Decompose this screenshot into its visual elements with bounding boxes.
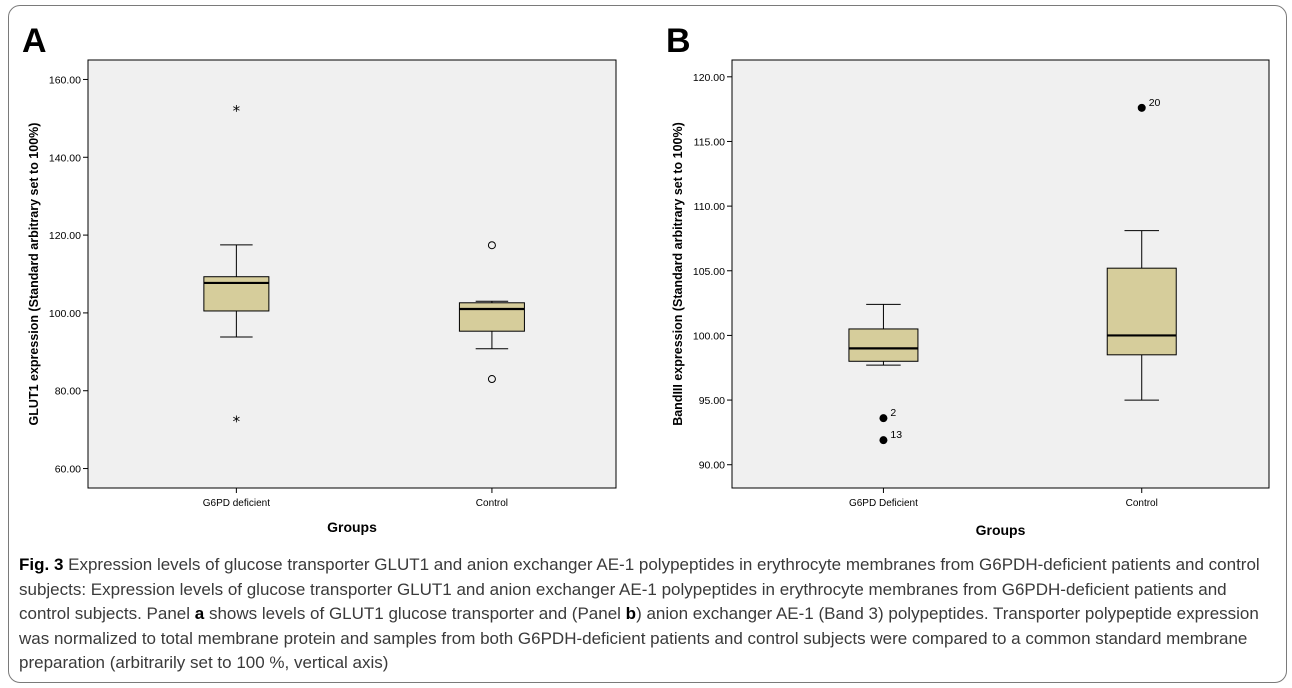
x-tick-label: Control — [476, 498, 508, 509]
caption-text-1: Expression levels of glucose transporter… — [19, 555, 1260, 623]
box-1: G6PD Deficient 2 13 — [848, 303, 919, 509]
y-tick-label: 90.00 — [699, 460, 725, 472]
caption-text-3: ) anion exchanger AE-1 (Band 3) polypept… — [19, 604, 1259, 672]
figure-frame — [8, 5, 1287, 683]
y-tick-label: 105.00 — [693, 266, 725, 278]
y-tick-label: 140.00 — [49, 152, 81, 164]
box-2: Control 20 — [1106, 97, 1177, 509]
y-tick-label: 80.00 — [55, 386, 81, 398]
outlier-circle — [487, 375, 496, 384]
x-tick-label: G6PD deficient — [203, 498, 270, 509]
y-tick-label: 120.00 — [49, 230, 81, 242]
caption-fig-label: Fig. 3 — [19, 555, 64, 574]
box-2: Control — [458, 241, 525, 509]
y-tick-label: 60.00 — [55, 464, 81, 476]
box-iqr — [1106, 267, 1177, 356]
y-tick-label: 95.00 — [699, 395, 725, 407]
plot-area — [731, 59, 1270, 489]
outlier-circle — [487, 241, 496, 250]
caption-panel-b: b — [625, 604, 637, 623]
y-tick-label: 100.00 — [49, 308, 81, 320]
y-axis-label: BandIII expression (Standard arbitrary s… — [671, 122, 685, 426]
outlier-label: 20 — [1149, 97, 1161, 109]
y-tick-label: 120.00 — [693, 72, 725, 84]
y-axis-label: GLUT1 expression (Standard arbitrary set… — [27, 123, 41, 426]
outlier-dot — [1137, 103, 1146, 112]
x-tick-label: G6PD Deficient — [849, 498, 918, 509]
chart-panel-b: B 90.00 95.00 100.00 105.00 110.00 115.00 120.0… — [666, 22, 1270, 538]
y-tick-label: 100.00 — [693, 330, 725, 342]
plot-area — [87, 59, 617, 489]
box-iqr — [848, 328, 919, 362]
x-axis-label: Groups — [976, 522, 1026, 538]
box-iqr — [458, 302, 525, 332]
y-tick-label: 160.00 — [49, 74, 81, 86]
y-tick-label: 110.00 — [694, 201, 725, 213]
caption-text-2: shows levels of GLUT1 glucose transporte… — [204, 604, 626, 623]
figure-caption: Fig. 3 Expression levels of glucose tran… — [19, 553, 1264, 676]
outlier-label: 13 — [890, 429, 902, 441]
y-tick-label: 115.00 — [694, 136, 725, 148]
panel-label: B — [666, 22, 691, 60]
box-1: G6PD deficient * * — [203, 102, 270, 509]
outlier-dot — [879, 436, 888, 445]
x-axis-label: Groups — [327, 519, 377, 535]
outlier-dot — [879, 414, 888, 423]
outlier-star: * — [233, 102, 241, 120]
figure-charts: A 60.00 80.00 100.00 120.00 140.00 160.00 GLUT1… — [22, 22, 1270, 538]
caption-panel-a: a — [194, 604, 205, 623]
outlier-star: * — [233, 412, 241, 430]
panel-label: A — [22, 22, 47, 60]
outlier-label: 2 — [890, 407, 896, 419]
chart-panel-a: A 60.00 80.00 100.00 120.00 140.00 160.00 GLUT1… — [22, 22, 617, 535]
x-tick-label: Control — [1126, 498, 1158, 509]
